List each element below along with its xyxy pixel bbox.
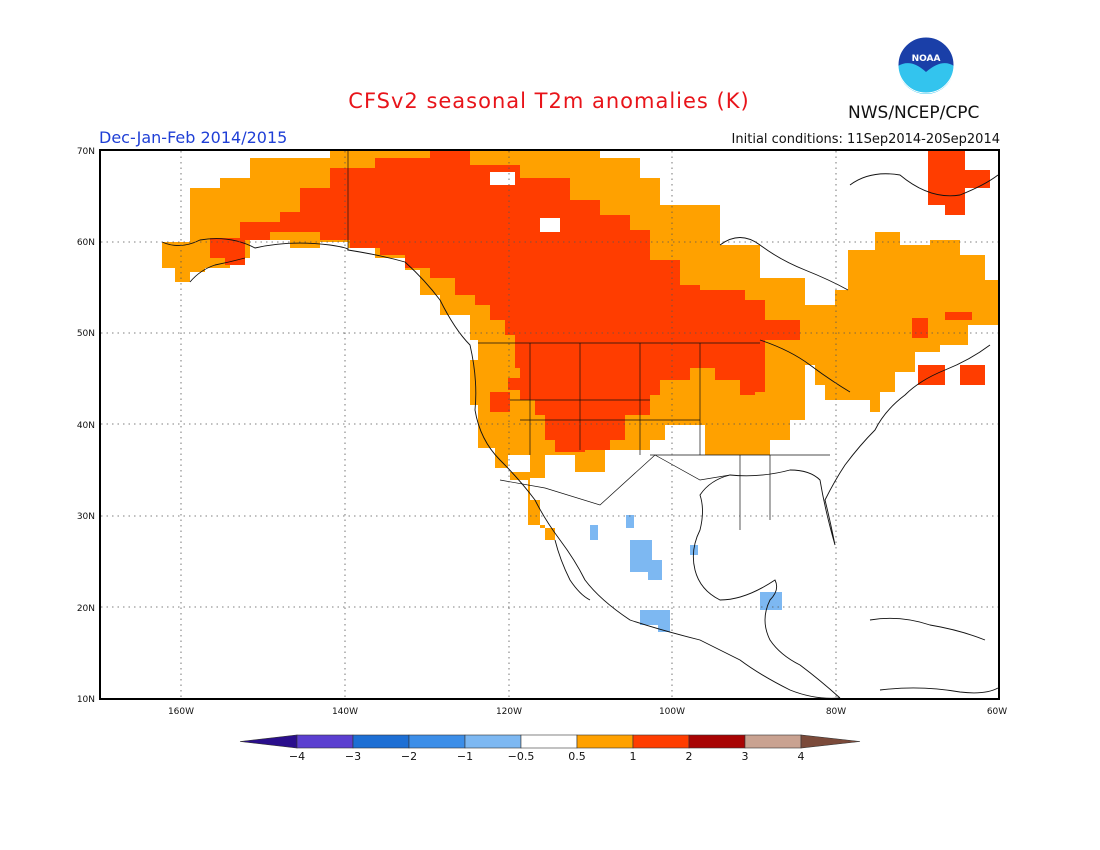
colorbar-label: −4 (289, 750, 305, 763)
lat-label: 40N (77, 421, 95, 431)
lon-label: 120W (496, 707, 522, 717)
colorbar-label: 1 (630, 750, 637, 763)
colorbar-label: 0.5 (568, 750, 586, 763)
colorbar-swatch (688, 734, 746, 749)
coastlines (161, 173, 999, 699)
lon-label: 140W (332, 707, 358, 717)
colorbar-label: −0.5 (508, 750, 535, 763)
lat-label: 60N (77, 238, 95, 248)
chart-title: CFSv2 seasonal T2m anomalies (K) (348, 89, 750, 113)
latitude-labels: 70N 60N 50N 40N 30N 20N 10N (77, 147, 95, 705)
anomaly-region-cool (590, 515, 782, 632)
lat-label: 20N (77, 604, 95, 614)
colorbar-swatch (576, 734, 634, 749)
noaa-logo-text: NOAA (912, 54, 941, 64)
graticule (101, 151, 999, 698)
lat-label: 10N (77, 695, 95, 705)
colorbar-swatch (520, 734, 578, 749)
lat-label: 50N (77, 329, 95, 339)
colorbar-swatch (296, 734, 354, 749)
colorbar-label: 4 (798, 750, 805, 763)
noaa-logo: NOAA (897, 36, 955, 94)
colorbar-swatch (408, 734, 466, 749)
lat-label: 70N (77, 147, 95, 157)
agency-label: NWS/NCEP/CPC (848, 103, 980, 123)
lon-label: 160W (168, 707, 194, 717)
lon-label: 80W (826, 707, 846, 717)
political-borders (347, 150, 830, 530)
colorbar-swatch (352, 734, 410, 749)
colorbar-label: −3 (345, 750, 361, 763)
colorbar-label: −1 (457, 750, 473, 763)
lat-label: 30N (77, 512, 95, 522)
longitude-labels: 160W 140W 120W 100W 80W 60W (168, 707, 1007, 717)
colorbar-arrow-low (239, 734, 298, 749)
initial-conditions: Initial conditions: 11Sep2014-20Sep2014 (731, 132, 1000, 147)
colorbar-label: 3 (742, 750, 749, 763)
colorbar-arrow-high (800, 734, 861, 749)
colorbar: −4 −3 −2 −1 −0.5 0.5 1 2 3 4 (239, 734, 861, 763)
forecast-period: Dec-Jan-Feb 2014/2015 (99, 128, 288, 147)
colorbar-swatch (464, 734, 522, 749)
colorbar-label: −2 (401, 750, 417, 763)
map-frame (99, 149, 1000, 700)
colorbar-swatch (632, 734, 690, 749)
colorbar-swatch (744, 734, 802, 749)
lon-label: 60W (987, 707, 1007, 717)
colorbar-label: 2 (686, 750, 693, 763)
anomaly-region-1-2 (210, 150, 800, 452)
lon-label: 100W (659, 707, 685, 717)
